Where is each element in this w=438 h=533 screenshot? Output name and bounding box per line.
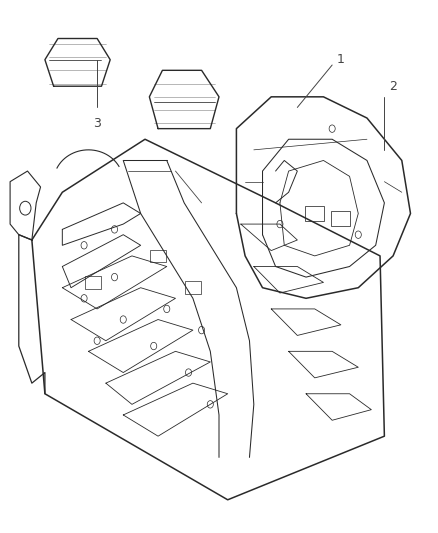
Text: 1: 1	[337, 53, 345, 66]
Bar	[85, 276, 101, 289]
Bar	[150, 249, 166, 262]
Bar	[305, 206, 324, 221]
Text: 3: 3	[93, 117, 101, 130]
Bar	[185, 281, 201, 294]
Text: 2: 2	[389, 80, 397, 93]
Bar	[331, 212, 350, 226]
